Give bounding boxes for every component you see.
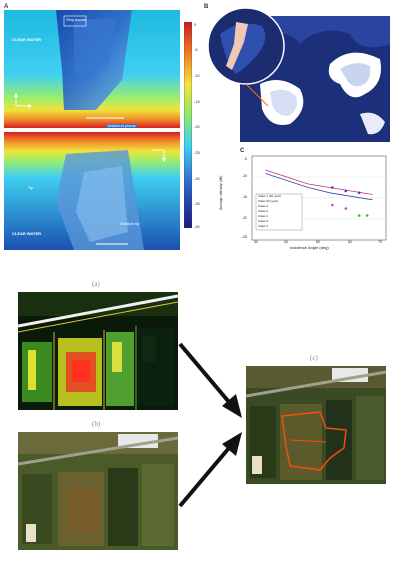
compass-icon xyxy=(152,149,166,162)
chart-point xyxy=(357,191,361,195)
legend-entry: Class b xyxy=(258,209,269,213)
panel-b-label: B xyxy=(204,4,209,10)
caption-c: (c) xyxy=(310,354,318,362)
colorbar-tick: 0 xyxy=(194,22,197,27)
chart-point xyxy=(365,214,369,217)
panel-a-top-map xyxy=(4,10,180,128)
panel-a-bottom-map xyxy=(4,132,180,250)
chart-point xyxy=(344,207,348,210)
colorbar xyxy=(184,22,192,228)
ship-tracks-label: Ship tracks xyxy=(66,17,86,22)
image-b-rgb xyxy=(18,432,178,550)
north-arrow-icon xyxy=(14,93,32,108)
image-c-result xyxy=(246,366,386,484)
image-a-thermal xyxy=(18,292,178,410)
clear-water-label-bottom: CLEAR WATER xyxy=(12,231,42,236)
panel-c-chart xyxy=(251,155,387,241)
panel-c-label: C xyxy=(240,148,245,154)
colorbar-tick: -30 xyxy=(194,176,200,181)
sediment-plume-label: Sediment plume xyxy=(106,123,137,129)
figure-1: A CLEAR WATER Ship tracks xyxy=(0,0,395,262)
x-axis-label: Incidence Angle (deg) xyxy=(290,245,329,250)
chart-point xyxy=(331,186,334,189)
series-line-2 xyxy=(265,173,373,201)
shallow-tip-label: Shallow tip xyxy=(120,221,140,226)
clear-water-label-top: CLEAR WATER xyxy=(12,37,42,42)
tip-label: Tip xyxy=(28,185,34,190)
legend-entry: Class 4 xyxy=(258,214,269,218)
x-tick: 60 xyxy=(348,240,352,244)
panel-b-map xyxy=(207,7,390,142)
legend-entry: Class 60 (year) xyxy=(258,199,279,203)
legend-entry: Class 2 xyxy=(258,224,269,228)
figure-2: (a) (b) (c) xyxy=(0,270,395,566)
colorbar-tick: -40 xyxy=(194,224,200,229)
colorbar-tick: -10 xyxy=(194,73,200,78)
caption-b: (b) xyxy=(92,420,101,428)
x-tick: 70 xyxy=(378,240,382,244)
colorbar-tick: -35 xyxy=(194,201,200,206)
arrow-b-to-c-icon xyxy=(178,432,242,508)
colorbar-tick: -25 xyxy=(194,150,200,155)
legend-entry: Class a xyxy=(258,204,269,208)
y-tick: -25 xyxy=(242,235,248,239)
y-axis-label: Average intensity (dB) xyxy=(219,175,223,210)
y-tick: -20 xyxy=(242,216,248,220)
colorbar-tick: -20 xyxy=(194,124,200,129)
colorbar-tick: -15 xyxy=(194,99,200,104)
chart-point xyxy=(331,203,334,207)
legend-entry: Class 1 (30 year) xyxy=(258,194,281,198)
panel-a-label: A xyxy=(4,4,9,10)
y-tick: -5 xyxy=(244,157,248,161)
y-tick: -15 xyxy=(242,195,248,199)
colorbar-tick: -5 xyxy=(194,47,198,52)
x-tick: 50 xyxy=(316,240,320,244)
y-tick: -10 xyxy=(242,174,248,178)
chart-point xyxy=(357,214,361,217)
chart-point xyxy=(344,189,348,193)
series-line-1 xyxy=(265,169,373,195)
caption-a: (a) xyxy=(92,280,100,288)
x-tick: 40 xyxy=(284,240,288,244)
x-tick: 30 xyxy=(254,240,258,244)
legend-entry: Class 5 xyxy=(258,219,269,223)
arrow-a-to-c-icon xyxy=(178,342,242,418)
